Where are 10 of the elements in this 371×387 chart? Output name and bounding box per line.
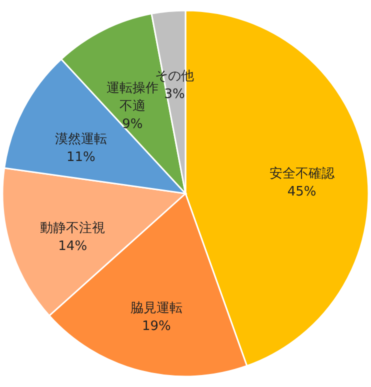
- slice-label: 安全不確認: [269, 165, 334, 182]
- data-label: 11%: [66, 150, 96, 165]
- slice-label: 運転操作不適: [106, 81, 158, 114]
- data-label: 9%: [122, 117, 143, 132]
- data-label: 45%: [287, 184, 316, 200]
- slice-label: 動静不注視: [40, 220, 106, 236]
- data-label: 14%: [58, 238, 88, 254]
- slice-label: 脇見運転: [130, 300, 182, 316]
- data-label: 19%: [142, 318, 171, 334]
- slice-label: 漠然運転: [54, 132, 107, 147]
